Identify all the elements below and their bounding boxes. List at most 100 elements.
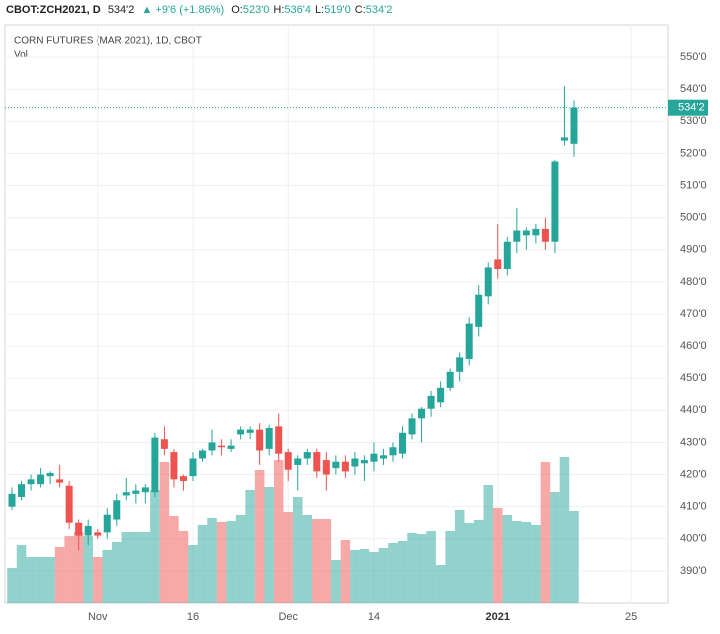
y-tick-label: 510'0 — [680, 179, 707, 191]
ohlc-label: H: — [273, 4, 285, 16]
y-tick-label: 480'0 — [680, 276, 707, 288]
x-tick-label: Nov — [88, 611, 108, 623]
volume-bar — [131, 532, 141, 603]
volume-bar — [112, 542, 122, 603]
candle-body — [75, 522, 83, 536]
y-tick-label: 490'0 — [680, 244, 707, 256]
volume-bar — [388, 543, 398, 603]
ohlc-value: 519'0 — [324, 4, 351, 16]
volume-bar — [64, 536, 74, 603]
volume-bar — [264, 487, 274, 603]
volume-bar — [359, 549, 370, 603]
candle-body — [484, 267, 492, 297]
volume-bar — [188, 545, 198, 603]
price: 534'2 — [107, 4, 135, 16]
volume-bar — [531, 525, 541, 603]
volume-bar — [426, 531, 436, 603]
ohlc-label: O: — [231, 4, 243, 16]
y-tick-label: 430'0 — [680, 436, 707, 448]
candle-body — [113, 500, 121, 520]
ohlc-value: 534'2 — [365, 4, 393, 16]
y-tick-label: 540'0 — [680, 83, 707, 95]
candle-body — [560, 137, 568, 141]
volume-bar — [464, 523, 474, 603]
candle-body — [341, 461, 349, 472]
candle-body — [132, 490, 140, 494]
candle-body — [360, 460, 368, 464]
candle-body — [513, 230, 521, 242]
volume-bar — [226, 521, 236, 603]
candle-body — [122, 492, 130, 496]
candle-body — [456, 357, 464, 372]
volume-bar — [378, 548, 389, 603]
volume-bar — [26, 557, 36, 603]
y-tick-label: 390'0 — [680, 565, 707, 577]
volume-label: Vol — [14, 50, 28, 61]
ohlc-label: L: — [315, 4, 325, 16]
x-tick-label: 25 — [625, 611, 637, 623]
volume-bar — [559, 457, 570, 603]
x-tick-label: Dec — [278, 611, 298, 623]
volume-bar — [569, 511, 579, 603]
volume-bar — [369, 552, 379, 603]
candle-body — [199, 450, 206, 459]
volume-bar — [45, 557, 55, 603]
volume-bar — [121, 532, 132, 603]
candle-body — [427, 395, 435, 409]
volume-bar — [150, 490, 160, 603]
volume-bar — [512, 521, 522, 603]
candle-body — [265, 427, 273, 449]
volume-bar — [416, 534, 427, 603]
volume-bar — [254, 470, 265, 603]
volume-bar — [273, 460, 284, 603]
x-tick-label: 14 — [368, 611, 380, 623]
volume-bar — [197, 525, 208, 603]
ohlc-value: 523'0 — [242, 4, 270, 16]
candle-body — [256, 429, 264, 451]
volume-bar — [92, 557, 103, 603]
candle-body — [151, 437, 159, 493]
x-tick-label: 2021 — [486, 611, 510, 623]
volume-bar — [502, 515, 513, 603]
candle-body — [37, 474, 45, 485]
candle-body — [446, 371, 454, 388]
ohlc: O:523'0 H:536'4 L:519'0 C:534'2 — [231, 4, 396, 16]
last-price-box — [668, 99, 708, 116]
candle-body — [56, 479, 64, 483]
candle-body — [141, 487, 149, 493]
candle-body — [465, 323, 473, 359]
candle-body — [408, 418, 416, 435]
volume-bar — [292, 497, 303, 603]
candle-body — [170, 452, 178, 480]
volume-bar — [16, 545, 27, 603]
candle-body — [437, 387, 445, 403]
candle-body — [551, 161, 559, 242]
candle-body — [522, 230, 530, 236]
last-price-label: 534'2 — [678, 102, 705, 114]
ohlc-label: C: — [354, 4, 366, 16]
candle-body — [189, 458, 197, 477]
candle-body — [227, 445, 235, 449]
candle-body — [84, 525, 92, 536]
volume-bar — [312, 519, 322, 603]
volume-bar — [283, 512, 293, 603]
volume-bar — [178, 531, 189, 603]
volume-bar — [350, 550, 360, 603]
volume-bar — [454, 510, 465, 603]
symbol: CBOT:ZCH2021, D — [6, 4, 101, 16]
y-tick-label: 400'0 — [680, 533, 707, 545]
y-tick-label: 500'0 — [680, 212, 707, 224]
volume-bar — [331, 560, 341, 603]
volume-bar — [83, 536, 93, 603]
y-tick-label: 450'0 — [680, 372, 707, 384]
y-tick-label: 550'0 — [680, 51, 707, 63]
volume-bar — [521, 522, 532, 603]
candle-body — [503, 241, 511, 270]
y-tick-label: 520'0 — [680, 147, 707, 159]
candle-body — [399, 432, 407, 454]
candle-body — [208, 442, 216, 451]
volume-bar — [216, 522, 227, 603]
candle-body — [18, 484, 26, 498]
candle-body — [475, 294, 483, 327]
